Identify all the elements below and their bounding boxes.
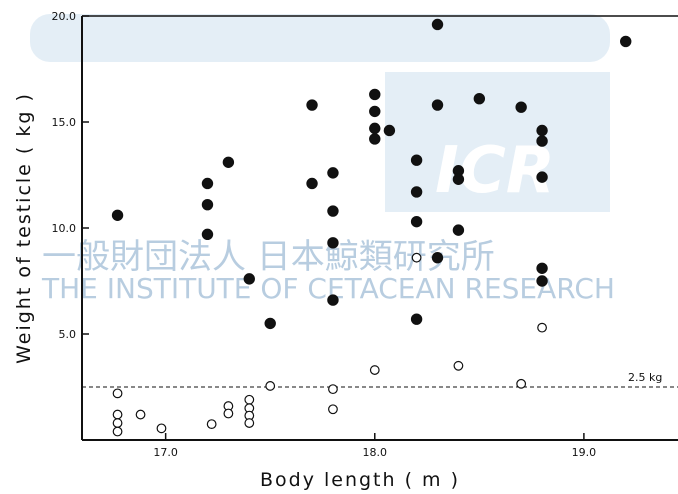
filled-data-point: [452, 173, 465, 185]
filled-data-point: [369, 133, 381, 145]
open-data-point: [328, 384, 338, 395]
filled-data-point: [201, 198, 214, 211]
filled-data-point: [536, 262, 548, 274]
filled-data-point: [410, 186, 423, 198]
filled-data-point: [620, 35, 632, 48]
filled-data-point: [201, 228, 214, 241]
filled-data-point: [410, 313, 423, 325]
filled-data-point: [327, 237, 339, 249]
y-tick-label: 15.0: [52, 116, 77, 129]
y-tick-label: 10.0: [52, 222, 77, 235]
filled-data-point: [369, 88, 381, 101]
filled-data-point: [327, 294, 339, 306]
x-axis-title: Body length ( m ): [260, 469, 460, 491]
open-data-point: [112, 388, 123, 399]
filled-data-point: [431, 99, 444, 111]
open-data-point: [112, 426, 123, 437]
open-data-point: [244, 418, 255, 428]
open-data-point: [223, 408, 234, 419]
filled-data-point: [369, 105, 381, 118]
x-ticks: 17.0 18.0 19.0: [153, 433, 596, 459]
data-points: [111, 18, 632, 437]
filled-data-point: [383, 124, 396, 137]
filled-data-point: [327, 167, 339, 179]
open-data-point: [156, 423, 167, 434]
filled-data-point: [536, 275, 548, 287]
open-data-point: [135, 409, 146, 420]
filled-data-point: [327, 205, 339, 217]
filled-data-point: [536, 135, 548, 147]
y-tick-label: 5.0: [59, 328, 77, 341]
filled-data-point: [306, 177, 318, 190]
open-data-point: [265, 381, 276, 391]
open-data-point: [112, 409, 123, 420]
open-data-point: [453, 360, 464, 371]
filled-data-point: [515, 101, 527, 113]
filled-data-point: [264, 317, 276, 330]
watermark: ICR 一般財団法人 日本鯨類研究所 THE INSTITUTE OF CETA…: [30, 14, 615, 305]
filled-data-point: [536, 171, 548, 183]
filled-data-point: [111, 209, 124, 221]
y-ticks: 5.0 10.0 15.0 20.0: [52, 10, 89, 341]
y-axis-title: Weight of testicle ( kg ): [13, 92, 35, 364]
open-data-point: [537, 322, 547, 333]
filled-data-point: [536, 124, 548, 137]
watermark-jp-text: 一般財団法人 日本鯨類研究所: [42, 237, 495, 277]
filled-data-point: [201, 177, 214, 190]
filled-data-point: [410, 154, 423, 166]
y-tick-label: 20.0: [52, 10, 77, 23]
filled-data-point: [306, 99, 318, 111]
filled-data-point: [473, 92, 486, 105]
filled-data-point: [243, 273, 255, 285]
open-data-point: [206, 419, 217, 430]
filled-data-point: [452, 224, 465, 236]
threshold-label: 2.5 kg: [628, 371, 662, 384]
open-data-point: [328, 404, 338, 415]
open-data-point: [411, 252, 422, 263]
open-data-point: [112, 418, 123, 428]
open-data-point: [516, 378, 527, 389]
filled-data-point: [431, 18, 444, 31]
x-tick-label: 18.0: [363, 446, 388, 459]
x-tick-label: 17.0: [153, 446, 178, 459]
x-tick-label: 19.0: [572, 446, 597, 459]
filled-data-point: [410, 215, 423, 228]
open-data-point: [369, 365, 380, 375]
filled-data-point: [431, 251, 444, 264]
filled-data-point: [222, 156, 235, 168]
open-data-point: [244, 394, 255, 405]
filled-data-point: [369, 122, 381, 135]
